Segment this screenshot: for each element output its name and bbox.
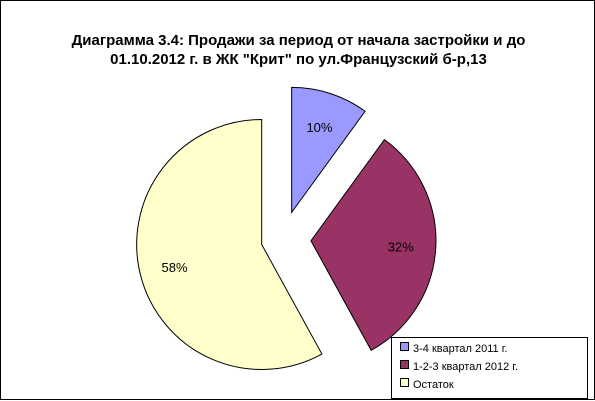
legend-swatch-q123-2012: [400, 360, 409, 369]
pie-slice-q34-2011: [291, 86, 366, 214]
pie-slice-q123-2012: [310, 138, 437, 351]
chart-title-line-2: 01.10.2012 г. в ЖК "Крит" по ул.Французс…: [110, 51, 487, 68]
data-label-q123-2012: 32%: [388, 239, 414, 254]
legend-swatch-q34-2011: [400, 342, 409, 351]
legend-label-q123-2012: 1-2-3 квартал 2012 г.: [413, 361, 519, 373]
legend-item-q34-2011: 3-4 квартал 2011 г.: [400, 342, 507, 356]
legend-label-remainder: Остаток: [413, 379, 454, 391]
legend-swatch-remainder: [400, 378, 409, 387]
legend-item-q123-2012: 1-2-3 квартал 2012 г.: [400, 360, 518, 374]
data-label-q34-2011: 10%: [306, 120, 332, 135]
data-label-remainder: 58%: [162, 260, 188, 275]
legend-label-q34-2011: 3-4 квартал 2011 г.: [413, 343, 508, 355]
legend: 3-4 квартал 2011 г. 1-2-3 квартал 2012 г…: [391, 337, 588, 399]
pie-slice-remainder: [136, 118, 323, 370]
legend-item-remainder: Остаток: [400, 378, 454, 392]
chart-title: Диаграмма 3.4: Продажи за период от нача…: [21, 31, 576, 69]
chart-title-line-1: Диаграмма 3.4: Продажи за период от нача…: [71, 32, 526, 49]
